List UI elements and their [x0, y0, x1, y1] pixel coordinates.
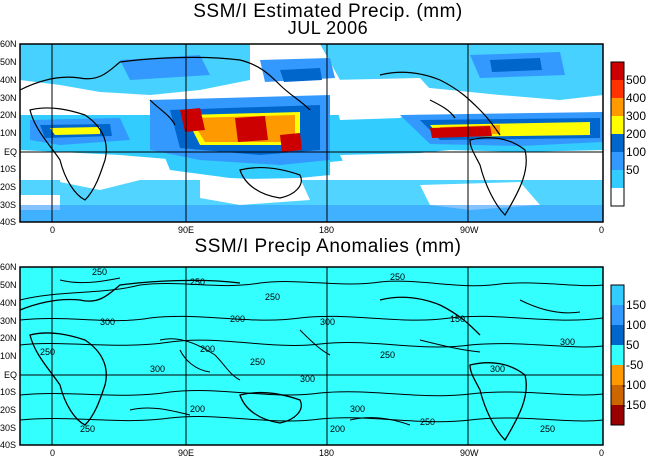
lon-label: 90E [178, 225, 194, 235]
lat-label: 50N [0, 280, 17, 290]
colorbar-label: -50 [626, 358, 644, 372]
lat-label: 50N [0, 57, 17, 67]
colorbar-swatch [611, 134, 624, 152]
contour-label: 250 [380, 350, 395, 360]
lat-label: 40N [0, 75, 17, 85]
contour-label: 250 [250, 357, 265, 367]
lon-label: 90E [178, 448, 194, 458]
top-precip-map [19, 43, 604, 223]
lon-label: 0 [599, 448, 604, 458]
top-precip-fields [20, 44, 603, 222]
colorbar-label: 300 [626, 109, 646, 123]
lat-label: 30S [0, 423, 16, 433]
contour-label: 300 [350, 404, 365, 414]
colorbar-swatch [611, 188, 624, 206]
colorbar-label: -150 [622, 398, 646, 412]
top-coastlines [20, 56, 527, 216]
bottom-lat-labels: 60N 50N 40N 30N 20N 10N EQ 10S 20S 30S 4… [0, 262, 17, 450]
top-lon-labels: 0 90E 180 90W 0 [50, 225, 604, 235]
contour-label: 200 [190, 404, 205, 414]
lat-label: 10S [0, 387, 16, 397]
lat-label: 40S [0, 217, 16, 227]
bottom-colorbar: 150 100 50 -50 -100 -150 [610, 284, 646, 426]
lat-label: 40N [0, 298, 17, 308]
lat-label: 10N [0, 128, 17, 138]
contour-label: 250 [92, 267, 107, 277]
lat-label: 10N [0, 351, 17, 361]
colorbar-label: 500 [626, 73, 646, 87]
lat-label: EQ [4, 147, 17, 157]
contour-label: 250 [190, 277, 205, 287]
lat-label: 60N [0, 262, 17, 272]
contour-label: 250 [390, 272, 405, 282]
contour-label: 200 [330, 424, 345, 434]
contour-label: 300 [300, 374, 315, 384]
lon-label: 0 [50, 225, 55, 235]
colorbar-label: 150 [626, 298, 646, 312]
top-lat-labels: 60N 50N 40N 30N 20N 10N EQ 10S 20S 30S 4… [0, 39, 17, 227]
contour-label: 150 [450, 314, 465, 324]
contour-labels: 250 300 250 200 250 300 150 250 250 300 … [40, 267, 575, 434]
contour-label: 300 [150, 364, 165, 374]
colorbar-swatch [611, 170, 624, 188]
lat-label: 20N [0, 333, 17, 343]
contour-label: 250 [540, 424, 555, 434]
colorbar-swatch [611, 365, 624, 385]
contour-label: 300 [100, 317, 115, 327]
contour-label: 200 [200, 344, 215, 354]
colorbar-swatch [611, 62, 624, 80]
colorbar-swatch [611, 80, 624, 98]
contour-label: 250 [420, 417, 435, 427]
lat-label: 30N [0, 316, 17, 326]
lon-label: 90W [460, 225, 479, 235]
lat-label: 60N [0, 39, 17, 49]
lon-label: 180 [319, 448, 334, 458]
lon-label: 0 [599, 225, 604, 235]
lat-label: 20S [0, 182, 16, 192]
contour-label: 250 [40, 347, 55, 357]
bottom-anomaly-map: 250 300 250 200 250 300 150 250 250 300 … [19, 266, 604, 446]
top-map-title: SSM/I Estimated Precip. (mm) [193, 1, 463, 22]
contour-label: 300 [560, 337, 575, 347]
contour-label: 300 [320, 317, 335, 327]
lat-label: 10S [0, 164, 16, 174]
contour-label: 250 [80, 424, 95, 434]
colorbar-label: 100 [626, 318, 646, 332]
colorbar-label: 100 [626, 145, 646, 159]
bottom-lon-labels: 0 90E 180 90W 0 [50, 448, 604, 458]
contour-label: 250 [265, 292, 280, 302]
lat-label: EQ [4, 370, 17, 380]
colorbar-swatch [611, 98, 624, 116]
colorbar-swatch [611, 285, 624, 305]
lon-label: 90W [460, 448, 479, 458]
lat-label: 20N [0, 110, 17, 120]
colorbar-swatch [611, 305, 624, 325]
colorbar-label: 200 [626, 127, 646, 141]
top-colorbar: 500 400 300 200 100 50 [610, 61, 646, 207]
contour-label: 200 [230, 314, 245, 324]
top-map-subtitle: JUL 2006 [287, 18, 369, 38]
colorbar-label: 400 [626, 91, 646, 105]
colorbar-swatch [611, 405, 624, 425]
colorbar-swatch [611, 325, 624, 345]
colorbar-swatch [611, 345, 624, 365]
colorbar-label: 50 [626, 338, 640, 352]
lat-label: 30S [0, 200, 16, 210]
contour-label: 300 [490, 364, 505, 374]
colorbar-label: 50 [626, 163, 640, 177]
lat-label: 40S [0, 440, 16, 450]
lon-label: 180 [319, 225, 334, 235]
colorbar-swatch [611, 116, 624, 134]
colorbar-swatch [611, 385, 624, 405]
colorbar-label: -100 [622, 378, 646, 392]
bottom-contours [20, 277, 603, 442]
lon-label: 0 [50, 448, 55, 458]
lat-label: 20S [0, 405, 16, 415]
bottom-map-title: SSM/I Precip Anomalies (mm) [194, 236, 462, 257]
colorbar-swatch [611, 152, 624, 170]
lat-label: 30N [0, 93, 17, 103]
